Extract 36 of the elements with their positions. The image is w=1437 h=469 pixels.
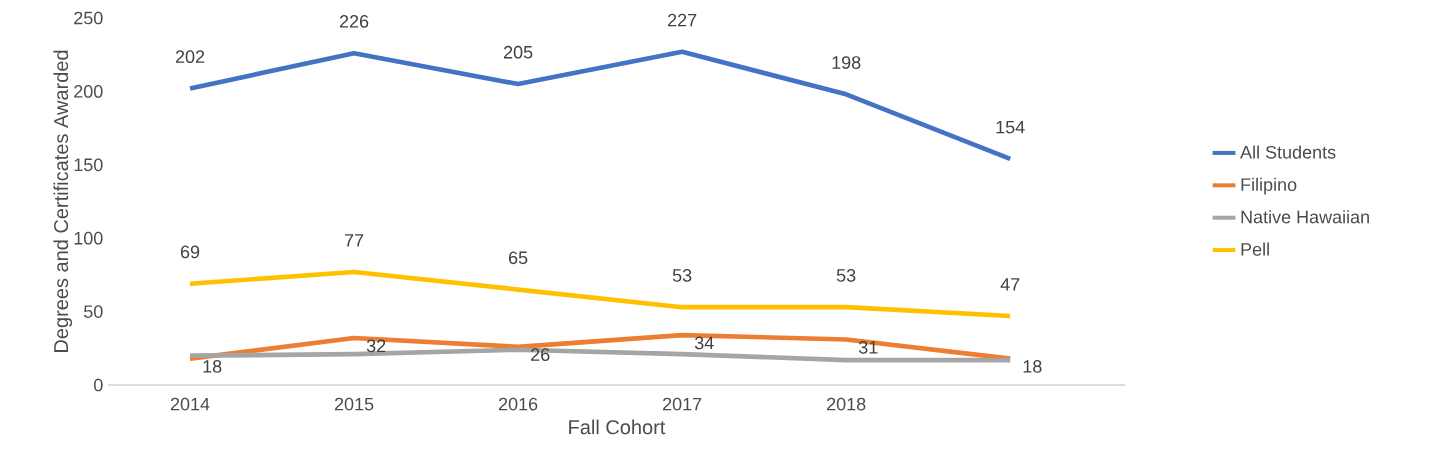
y-tick-label: 50 [83, 305, 103, 318]
y-tick-label: 250 [74, 11, 103, 25]
x-tick-label: 2014 [170, 397, 210, 411]
data-label: 226 [339, 15, 369, 28]
data-label: 65 [509, 251, 528, 265]
data-label: 198 [832, 56, 861, 69]
data-label: 26 [531, 348, 550, 362]
legend-label: Native Hawaiian [1241, 210, 1369, 224]
x-tick-label: 2017 [663, 397, 702, 411]
y-tick-label: 0 [94, 378, 103, 392]
y-tick-label: 200 [74, 85, 103, 98]
data-label: 202 [175, 50, 205, 64]
data-label: 32 [366, 339, 386, 353]
data-label: 227 [668, 13, 697, 27]
data-label: 53 [836, 269, 856, 282]
legend-label: Pell [1241, 242, 1269, 256]
y-tick-label: 100 [74, 231, 103, 245]
data-label: 53 [672, 269, 692, 282]
line-series [187, 332, 1013, 361]
data-label: 69 [180, 245, 200, 259]
data-label: 34 [694, 336, 714, 350]
x-tick-label: 2016 [498, 397, 538, 411]
legend-label: All Students [1240, 145, 1336, 159]
x-axis-title: Fall Cohort [569, 419, 666, 435]
x-tick-label: 2015 [334, 397, 374, 411]
data-label: 77 [344, 234, 364, 247]
data-label: 205 [503, 45, 533, 59]
data-label: 18 [1023, 360, 1042, 373]
data-label: 18 [203, 360, 222, 373]
x-tick-label: 2018 [827, 397, 866, 411]
data-label: 31 [858, 340, 878, 354]
legend-label: Filipino [1241, 177, 1297, 195]
y-axis-title: Degrees and Certificates Awarded [53, 50, 73, 352]
data-label: 154 [996, 120, 1025, 134]
y-tick-label: 150 [74, 158, 103, 172]
data-label: 47 [1000, 278, 1020, 291]
